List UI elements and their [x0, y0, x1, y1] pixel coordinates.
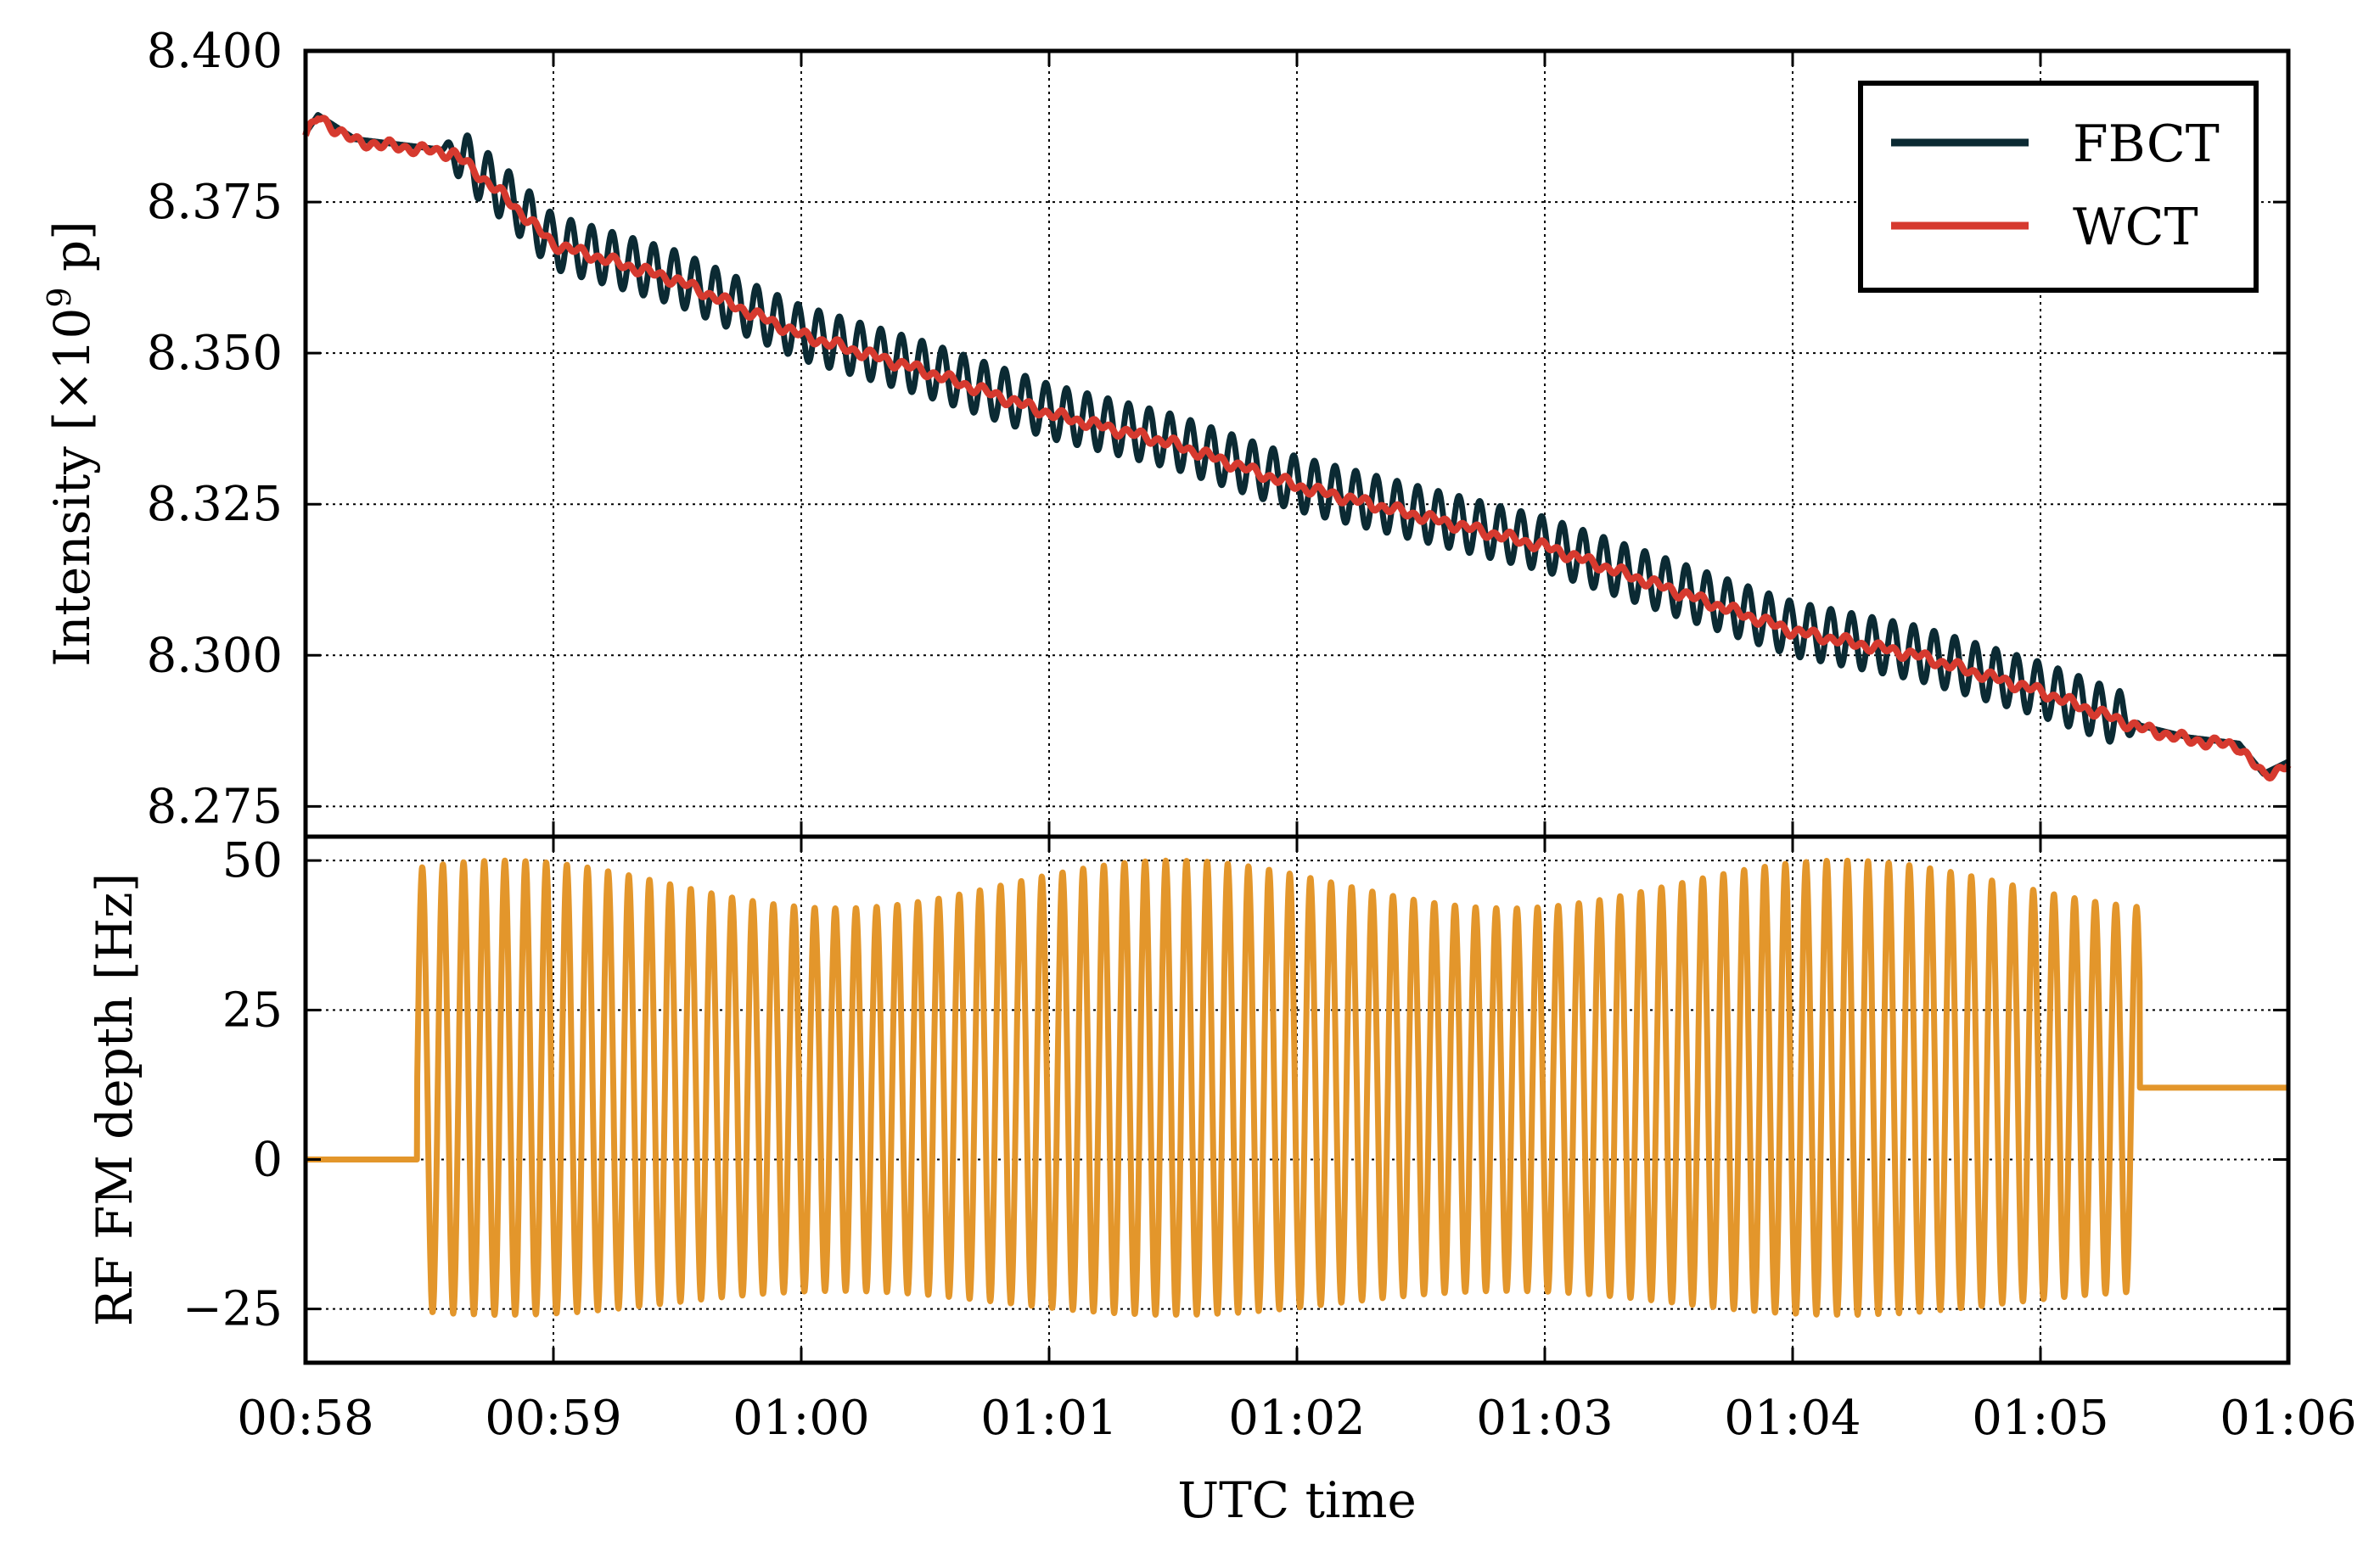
x-tick-label: 01:06 — [2220, 1391, 2356, 1446]
intensity-ticks — [304, 49, 2290, 837]
rf-y-tick-label: 25 — [222, 983, 283, 1038]
rf-y-tick-label: 0 — [252, 1132, 283, 1187]
rf-y-tick-label: 50 — [222, 833, 283, 888]
x-tick-labels: 00:58 00:59 01:00 01:01 01:02 01:03 01:04 01:05… — [237, 1391, 2356, 1446]
x-tick-label: 01:00 — [733, 1391, 869, 1446]
legend: FBCT WCT — [1858, 81, 2259, 293]
rf-fm-depth-series-line — [302, 857, 2292, 1319]
intensity-series — [302, 112, 2292, 781]
x-tick-label: 01:04 — [1724, 1391, 1861, 1446]
intensity-y-tick-label: 8.325 — [147, 477, 283, 532]
rf-y-axis-label: RF FM depth [Hz] — [86, 873, 143, 1327]
rf-y-tick-label: −25 — [182, 1282, 283, 1337]
x-axis-label: UTC time — [1177, 1471, 1417, 1529]
intensity-y-tick-label: 8.400 — [147, 24, 283, 79]
intensity-y-tick-label: 8.275 — [147, 779, 283, 834]
x-tick-label: 00:58 — [237, 1391, 373, 1446]
rf-fm-depth-panel: −25 0 25 50 RF FM depth [Hz] — [86, 833, 2292, 1365]
legend-box — [1858, 81, 2259, 293]
wct-series-line — [302, 115, 2292, 781]
intensity-y-tick-labels: 8.275 8.300 8.325 8.350 8.375 8.400 — [147, 24, 283, 834]
rf-y-tick-labels: −25 0 25 50 — [182, 833, 283, 1336]
intensity-y-tick-label: 8.375 — [147, 175, 283, 230]
legend-wct-label: WCT — [2073, 198, 2198, 257]
intensity-y-tick-label: 8.300 — [147, 628, 283, 683]
x-tick-label: 01:03 — [1476, 1391, 1613, 1446]
x-tick-label: 00:59 — [485, 1391, 621, 1446]
x-tick-label: 01:02 — [1228, 1391, 1365, 1446]
fbct-series-line — [303, 112, 2291, 777]
intensity-y-axis-label: Intensity [×109 p] — [41, 221, 101, 667]
intensity-panel: 8.275 8.300 8.325 8.350 8.375 8.400 Intensity… — [41, 24, 2292, 839]
x-tick-label: 01:01 — [980, 1391, 1117, 1446]
rf-ticks — [304, 837, 2290, 1363]
intensity-y-tick-label: 8.350 — [147, 326, 283, 381]
legend-fbct-label: FBCT — [2073, 115, 2220, 174]
x-tick-label: 01:05 — [1972, 1391, 2108, 1446]
